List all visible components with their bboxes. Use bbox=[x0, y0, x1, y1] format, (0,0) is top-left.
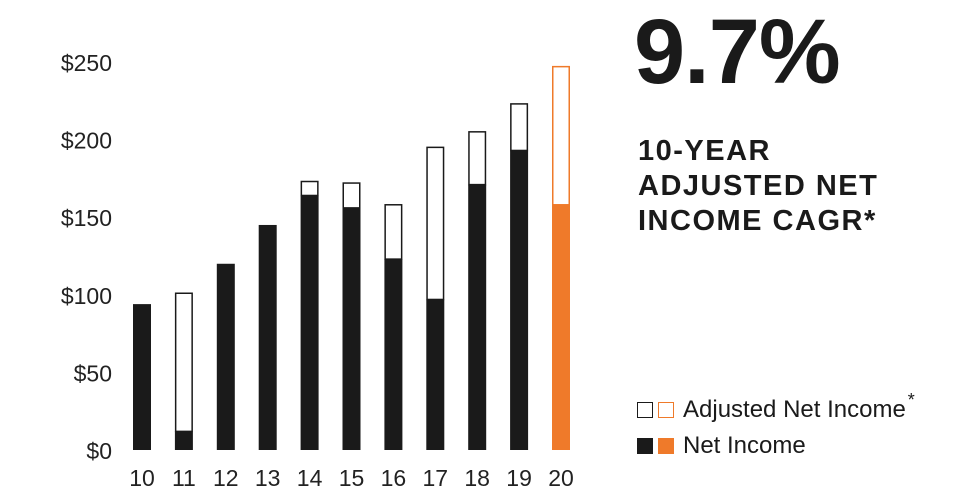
bar-net-income-10 bbox=[133, 304, 151, 450]
bar-net-income-16 bbox=[384, 259, 403, 450]
y-axis: $0 $50 $100 $150 $200 $250 bbox=[61, 50, 112, 464]
legend-label-net: Net Income bbox=[683, 432, 806, 459]
bar-net-income-14 bbox=[300, 195, 319, 450]
bar-net-income-18 bbox=[468, 184, 487, 450]
x-tick-label: 12 bbox=[213, 465, 239, 491]
y-tick-label: $0 bbox=[86, 438, 112, 464]
legend-label-adjusted: Adjusted Net Income bbox=[683, 396, 906, 423]
bar-adjusted-net-income-17 bbox=[426, 146, 445, 301]
x-tick-label: 15 bbox=[339, 465, 365, 491]
bar-net-income-20 bbox=[552, 204, 570, 450]
cagr-subtitle-line: 10-YEAR bbox=[638, 135, 771, 167]
y-tick-label: $100 bbox=[61, 283, 112, 309]
x-tick-label: 18 bbox=[464, 465, 490, 491]
x-axis: 10 11 12 13 14 15 16 17 18 19 20 bbox=[129, 465, 574, 491]
x-tick-label: 10 bbox=[129, 465, 155, 491]
bar-net-income-12 bbox=[216, 263, 235, 450]
legend-swatch-adjusted-black bbox=[637, 402, 653, 418]
bar-adjusted-net-income-16 bbox=[384, 204, 403, 260]
x-tick-label: 17 bbox=[423, 465, 449, 491]
bar-adjusted-net-income-20 bbox=[552, 65, 570, 206]
bar-net-income-15 bbox=[342, 207, 361, 450]
cagr-subtitle-line: ADJUSTED NET bbox=[638, 170, 879, 202]
x-tick-label: 16 bbox=[381, 465, 407, 491]
legend-swatch-adjusted-orange bbox=[658, 402, 674, 418]
legend-footnote-marker: * bbox=[907, 389, 915, 410]
legend-item-net: Net Income bbox=[637, 428, 915, 464]
bar-net-income-11 bbox=[174, 431, 193, 450]
legend-swatch-net-orange bbox=[658, 438, 674, 454]
bar-adjusted-net-income-14 bbox=[300, 180, 319, 197]
bars bbox=[133, 65, 570, 451]
bar-adjusted-net-income-11 bbox=[174, 292, 193, 433]
legend-swatch-net-black bbox=[637, 438, 653, 454]
bar-chart: $0 $50 $100 $150 $200 $250 10 11 12 13 14 15 16 17 18… bbox=[61, 50, 574, 491]
bar-adjusted-net-income-18 bbox=[468, 131, 487, 186]
x-tick-label: 19 bbox=[506, 465, 532, 491]
y-tick-label: $250 bbox=[61, 50, 112, 76]
legend-item-adjusted: Adjusted Net Income * bbox=[637, 389, 915, 428]
bar-adjusted-net-income-19 bbox=[510, 103, 529, 152]
x-tick-label: 14 bbox=[297, 465, 323, 491]
x-tick-label: 11 bbox=[172, 465, 196, 491]
y-tick-label: $200 bbox=[61, 128, 112, 154]
bar-net-income-17 bbox=[426, 299, 445, 450]
bar-net-income-19 bbox=[510, 150, 529, 451]
cagr-value: 9.7% bbox=[634, 1, 841, 103]
legend: Adjusted Net Income * Net Income bbox=[637, 389, 915, 464]
y-tick-label: $50 bbox=[74, 360, 112, 386]
x-tick-label: 20 bbox=[548, 465, 574, 491]
cagr-subtitle: 10-YEAR ADJUSTED NET INCOME CAGR* bbox=[638, 134, 958, 239]
x-tick-label: 13 bbox=[255, 465, 281, 491]
cagr-subtitle-line: INCOME CAGR* bbox=[638, 205, 877, 237]
bar-adjusted-net-income-15 bbox=[342, 182, 361, 209]
y-tick-label: $150 bbox=[61, 205, 112, 231]
bar-net-income-13 bbox=[258, 224, 277, 450]
